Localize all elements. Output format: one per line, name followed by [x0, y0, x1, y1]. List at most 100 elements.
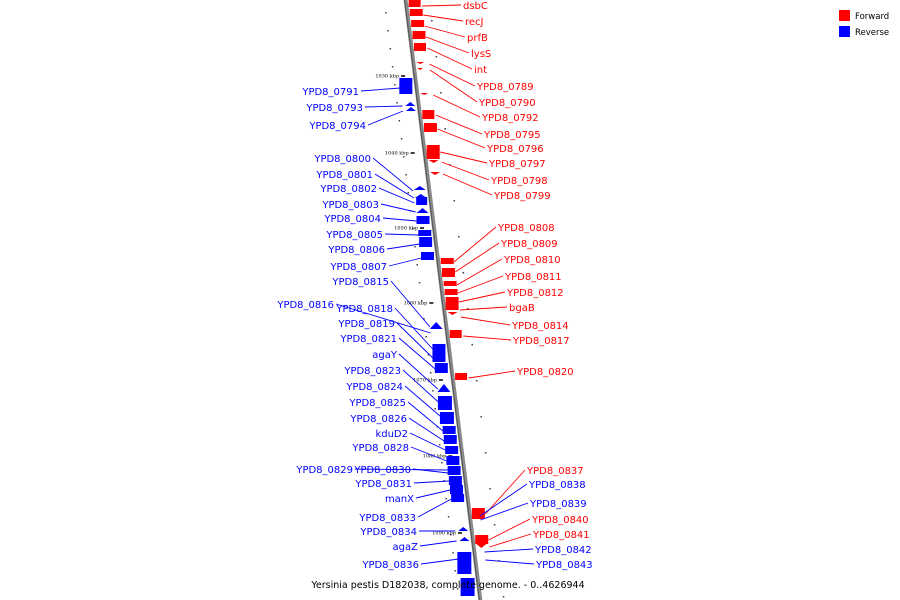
reverse-gene-label[interactable]: YPD8_0819	[337, 319, 435, 360]
reverse-gene-label[interactable]: agaZ	[393, 540, 457, 553]
reverse-gene-shape[interactable]	[416, 197, 428, 205]
reverse-gene-shape[interactable]	[443, 435, 457, 444]
forward-gene-shape[interactable]	[447, 312, 458, 315]
forward-gene-shape[interactable]	[426, 145, 440, 159]
reverse-gene-shape[interactable]	[450, 485, 464, 494]
forward-gene-label[interactable]: YPD8_0809	[454, 239, 558, 273]
reverse-gene-label[interactable]: YPD8_0831	[354, 479, 450, 490]
reverse-gene-label[interactable]: YPD8_0801	[315, 170, 415, 199]
reverse-gene-label[interactable]: YPD8_0802	[319, 184, 415, 204]
reverse-gene-shape[interactable]	[447, 466, 461, 475]
reverse-gene-label[interactable]: YPD8_0825	[348, 398, 444, 432]
reverse-gene-label[interactable]: YPD8_0818	[335, 304, 434, 350]
reverse-gene-label[interactable]: YPD8_0807	[329, 257, 422, 273]
forward-gene-label[interactable]: prfB	[424, 25, 488, 44]
forward-gene-label[interactable]: YPD8_0820	[468, 367, 574, 379]
forward-gene-shape[interactable]	[476, 544, 487, 548]
forward-gene-shape[interactable]	[441, 268, 455, 277]
reverse-gene-shape[interactable]	[458, 527, 469, 531]
forward-gene-shape[interactable]	[423, 123, 437, 132]
forward-gene-shape[interactable]	[475, 535, 489, 544]
reverse-gene-shape[interactable]	[460, 578, 475, 596]
forward-gene-shape[interactable]	[440, 258, 454, 264]
forward-gene-shape[interactable]	[420, 93, 429, 95]
forward-gene-label[interactable]: int	[427, 47, 487, 76]
reverse-gene-shape[interactable]	[439, 412, 454, 424]
reverse-gene-shape[interactable]	[451, 494, 465, 502]
forward-gene-label[interactable]: YPD8_0796	[437, 128, 544, 155]
forward-gene-label[interactable]: YPD8_0810	[456, 255, 561, 286]
reverse-gene-label[interactable]: YPD8_0805	[325, 230, 419, 241]
forward-gene-label[interactable]: YPD8_0790	[429, 69, 536, 109]
forward-gene-shape[interactable]	[417, 68, 424, 70]
forward-gene-shape[interactable]	[409, 9, 423, 16]
forward-gene-shape[interactable]	[445, 297, 459, 310]
reverse-gene-shape[interactable]	[442, 426, 456, 434]
forward-gene-label[interactable]: YPD8_0840	[488, 515, 589, 541]
reverse-gene-label[interactable]: YPD8_0815	[331, 277, 431, 328]
reverse-gene-label[interactable]: YPD8_0826	[349, 414, 445, 442]
reverse-gene-shape[interactable]	[434, 363, 448, 373]
forward-gene-label[interactable]: YPD8_0792	[433, 94, 539, 124]
forward-gene-label[interactable]: YPD8_0841	[489, 530, 590, 548]
reverse-gene-shape[interactable]	[405, 107, 416, 111]
reverse-gene-shape[interactable]	[416, 216, 430, 224]
reverse-gene-label[interactable]: YPD8_0830	[353, 465, 449, 476]
forward-gene-label[interactable]: YPD8_0811	[457, 272, 562, 294]
forward-gene-shape[interactable]	[416, 62, 425, 64]
reverse-gene-shape[interactable]	[416, 208, 429, 213]
reverse-gene-label[interactable]: YPD8_0794	[308, 110, 404, 132]
reverse-gene-shape[interactable]	[399, 78, 413, 94]
reverse-gene-label[interactable]: YPD8_0806	[327, 243, 420, 256]
reverse-gene-label[interactable]: kduD2	[375, 429, 446, 451]
forward-gene-label[interactable]: YPD8_0817	[463, 335, 570, 347]
forward-gene-shape[interactable]	[412, 31, 426, 39]
reverse-gene-shape[interactable]	[437, 396, 452, 410]
forward-gene-label[interactable]: YPD8_0808	[453, 223, 555, 263]
forward-gene-label[interactable]: YPD8_0799	[442, 173, 551, 202]
reverse-gene-label[interactable]: YPD8_0824	[345, 382, 442, 418]
reverse-gene-shape[interactable]	[420, 252, 434, 260]
reverse-gene-label[interactable]: manX	[385, 489, 451, 505]
reverse-gene-shape[interactable]	[437, 384, 451, 392]
reverse-gene-shape[interactable]	[446, 456, 460, 465]
forward-gene-shape[interactable]	[413, 43, 426, 51]
reverse-gene-shape[interactable]	[445, 446, 459, 454]
reverse-gene-label[interactable]: agaY	[372, 350, 438, 390]
forward-gene-shape[interactable]	[449, 330, 462, 338]
reverse-gene-label[interactable]: YPD8_0791	[301, 87, 401, 98]
forward-gene-label[interactable]: YPD8_0789	[429, 63, 534, 93]
forward-gene-label[interactable]: lysS	[425, 36, 491, 60]
reverse-gene-label[interactable]: YPD8_0833	[358, 498, 452, 524]
forward-gene-shape[interactable]	[455, 373, 468, 380]
reverse-gene-label[interactable]: YPD8_0834	[359, 527, 456, 538]
forward-gene-label[interactable]: YPD8_0797	[440, 151, 546, 170]
reverse-gene-shape[interactable]	[413, 186, 426, 190]
reverse-gene-label[interactable]: YPD8_0821	[339, 334, 436, 370]
forward-gene-shape[interactable]	[422, 110, 435, 119]
reverse-gene-shape[interactable]	[459, 537, 470, 541]
reverse-gene-shape[interactable]	[419, 237, 433, 247]
forward-gene-label[interactable]: bgaB	[459, 303, 535, 314]
reverse-gene-label[interactable]: YPD8_0838	[479, 480, 586, 517]
forward-gene-shape[interactable]	[411, 20, 425, 27]
reverse-gene-shape[interactable]	[429, 322, 443, 329]
reverse-gene-label[interactable]: YPD8_0842	[484, 545, 592, 556]
reverse-gene-shape[interactable]	[405, 102, 416, 106]
forward-gene-label[interactable]: YPD8_0812	[458, 288, 564, 303]
reverse-gene-label[interactable]: YPD8_0793	[305, 103, 403, 114]
reverse-gene-label[interactable]: YPD8_0804	[323, 214, 417, 225]
reverse-gene-label[interactable]: YPD8_0828	[351, 443, 447, 462]
forward-gene-shape[interactable]	[430, 172, 441, 175]
reverse-gene-shape[interactable]	[448, 476, 462, 485]
reverse-gene-label[interactable]: YPD8_0823	[343, 366, 440, 404]
forward-gene-label[interactable]: YPD8_0837	[485, 466, 584, 515]
forward-gene-shape[interactable]	[428, 160, 439, 163]
reverse-gene-label[interactable]: YPD8_0829	[295, 465, 448, 476]
forward-gene-shape[interactable]	[408, 0, 421, 7]
reverse-gene-label[interactable]: YPD8_0816	[276, 300, 431, 334]
forward-gene-label[interactable]: recJ	[423, 14, 484, 28]
forward-gene-label[interactable]: YPD8_0795	[435, 114, 541, 141]
reverse-gene-shape[interactable]	[418, 230, 432, 236]
reverse-gene-label[interactable]: YPD8_0803	[321, 200, 416, 213]
